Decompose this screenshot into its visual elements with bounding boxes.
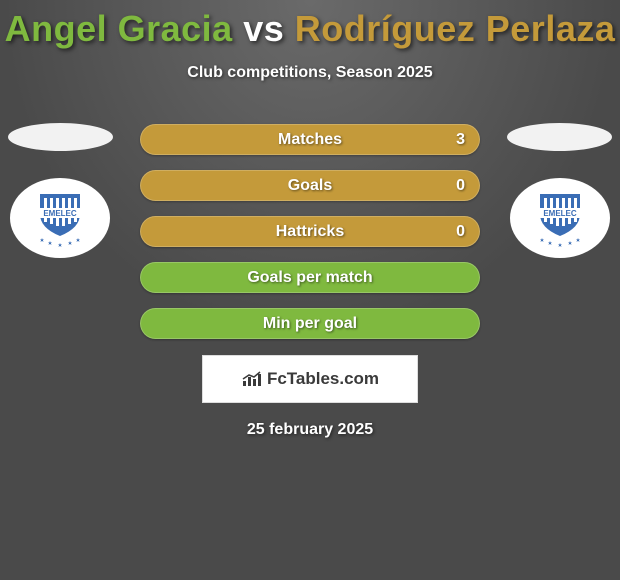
emelec-logo-left: EMELEC (28, 186, 92, 250)
vs-text: vs (243, 8, 284, 49)
stat-value-right: 0 (456, 223, 465, 241)
date-text: 25 february 2025 (0, 421, 620, 439)
player1-club-badge: EMELEC (10, 178, 110, 258)
brand-box[interactable]: FcTables.com (202, 355, 418, 403)
page-title: Angel Gracia vs Rodríguez Perlaza (0, 8, 620, 50)
stat-value-right: 0 (456, 177, 465, 195)
stat-label: Goals per match (141, 269, 479, 287)
subtitle: Club competitions, Season 2025 (0, 64, 620, 82)
stat-pill-3: Goals per match (140, 262, 480, 293)
stat-pill-1: Goals0 (140, 170, 480, 201)
emelec-logo-right: EMELEC (528, 186, 592, 250)
stat-pill-4: Min per goal (140, 308, 480, 339)
stat-label: Goals (141, 177, 479, 195)
stat-label: Hattricks (141, 223, 479, 241)
player2-name: Rodríguez Perlaza (295, 8, 616, 49)
stat-label: Min per goal (141, 315, 479, 333)
player1-name: Angel Gracia (5, 8, 233, 49)
stat-label: Matches (141, 131, 479, 149)
fctables-chart-icon (241, 370, 263, 388)
player1-ellipse (8, 123, 113, 151)
brand-name: FcTables.com (267, 369, 379, 389)
main-content: Angel Gracia vs Rodríguez Perlaza Club c… (0, 0, 620, 439)
stat-pill-0: Matches3 (140, 124, 480, 155)
svg-text:EMELEC: EMELEC (543, 209, 577, 218)
stat-pill-2: Hattricks0 (140, 216, 480, 247)
svg-text:EMELEC: EMELEC (43, 209, 77, 218)
player2-club-badge: EMELEC (510, 178, 610, 258)
stat-value-right: 3 (456, 131, 465, 149)
player2-ellipse (507, 123, 612, 151)
